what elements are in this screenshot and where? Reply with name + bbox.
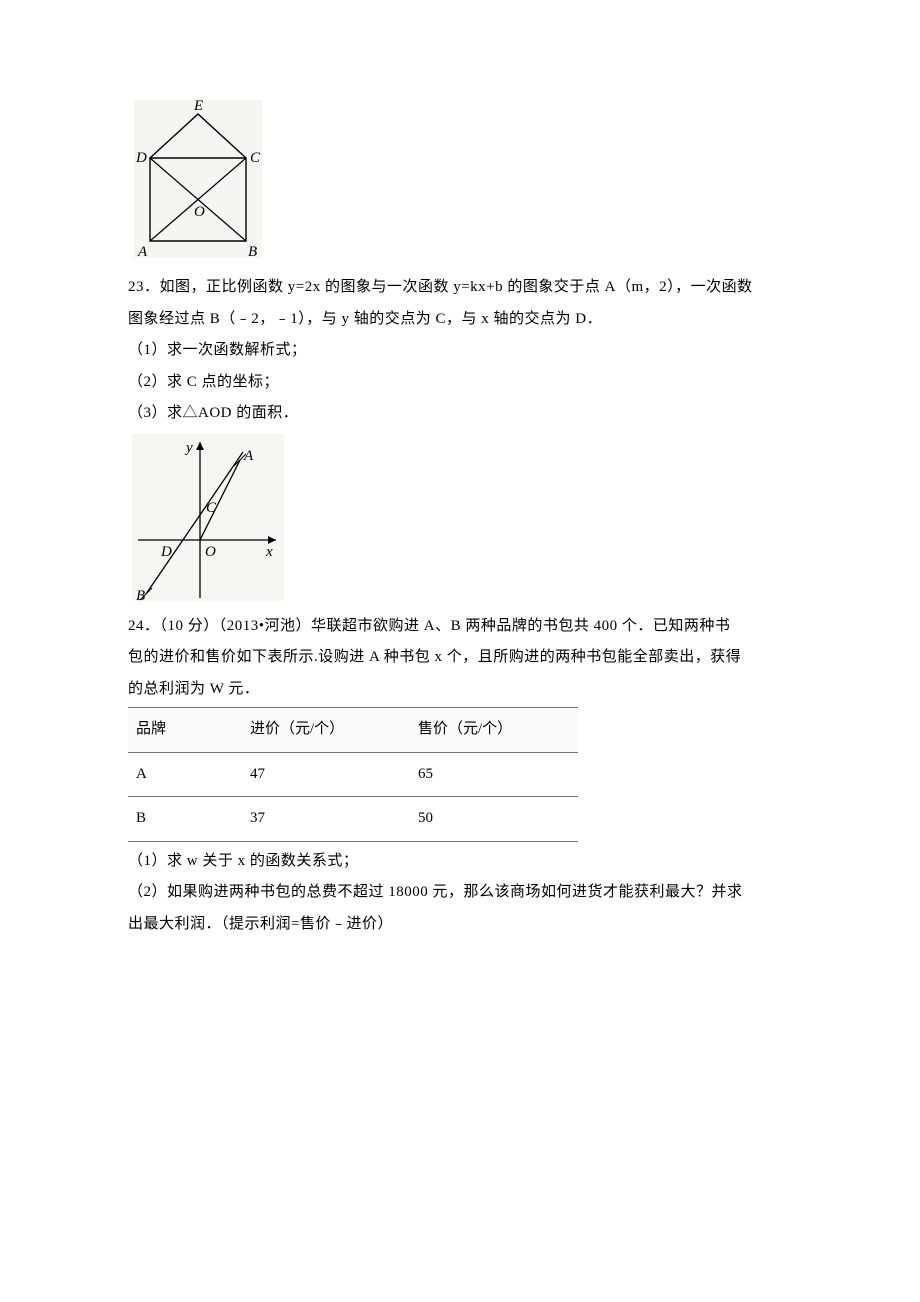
cell-price: 65 — [410, 752, 578, 797]
col-price: 售价（元/个） — [410, 708, 578, 753]
label-D: D — [135, 150, 147, 166]
q23-sub1: （1）求一次函数解析式； — [128, 335, 792, 367]
q24-line1: 24．（10 分）（2013•河池）华联超市欲购进 A、B 两种品牌的书包共 4… — [128, 611, 792, 643]
label-y: y — [184, 440, 193, 456]
figure2-svg: y A C D O x B — [128, 430, 288, 605]
label-O: O — [194, 204, 205, 220]
q24-line2: 包的进价和售价如下表所示.设购进 A 种书包 x 个，且所购进的两种书包能全部卖… — [128, 642, 792, 674]
table-header-row: 品牌 进价（元/个） 售价（元/个） — [128, 708, 578, 753]
q24-line3: 的总利润为 W 元． — [128, 674, 792, 706]
label-C2: C — [206, 500, 217, 516]
label-B: B — [248, 244, 257, 260]
table-row: A 47 65 — [128, 752, 578, 797]
q23-sub3: （3）求△AOD 的面积． — [128, 398, 792, 430]
q23-line1: 23．如图，正比例函数 y=2x 的图象与一次函数 y=kx+b 的图象交于点 … — [128, 272, 792, 304]
q24-sub3: 出最大利润．（提示利润=售价﹣进价） — [128, 909, 792, 941]
label-E: E — [193, 98, 203, 114]
page: E D C A B O 23．如图，正比例函数 y=2x 的图象与一次函数 y=… — [0, 0, 920, 1000]
figure1-svg: E D C A B O — [128, 96, 268, 266]
label-D2: D — [160, 544, 172, 560]
q24-sub1: （1）求 w 关于 x 的函数关系式； — [128, 846, 792, 878]
cell-cost: 37 — [242, 797, 410, 842]
table-row: B 37 50 — [128, 797, 578, 842]
col-cost: 进价（元/个） — [242, 708, 410, 753]
figure-coord-lines: y A C D O x B — [128, 430, 792, 605]
q23-line2: 图象经过点 B（﹣2，﹣1），与 y 轴的交点为 C，与 x 轴的交点为 D． — [128, 304, 792, 336]
label-C: C — [250, 150, 261, 166]
label-A: A — [137, 244, 148, 260]
label-O2: O — [205, 544, 216, 560]
label-x: x — [265, 544, 273, 560]
q23-sub2: （2）求 C 点的坐标； — [128, 367, 792, 399]
price-table: 品牌 进价（元/个） 售价（元/个） A 47 65 B 37 50 — [128, 707, 578, 842]
cell-price: 50 — [410, 797, 578, 842]
q24-sub2: （2）如果购进两种书包的总费不超过 18000 元，那么该商场如何进货才能获利最… — [128, 877, 792, 909]
figure-square-triangle: E D C A B O — [128, 96, 792, 266]
cell-brand: A — [128, 752, 242, 797]
cell-cost: 47 — [242, 752, 410, 797]
cell-brand: B — [128, 797, 242, 842]
col-brand: 品牌 — [128, 708, 242, 753]
